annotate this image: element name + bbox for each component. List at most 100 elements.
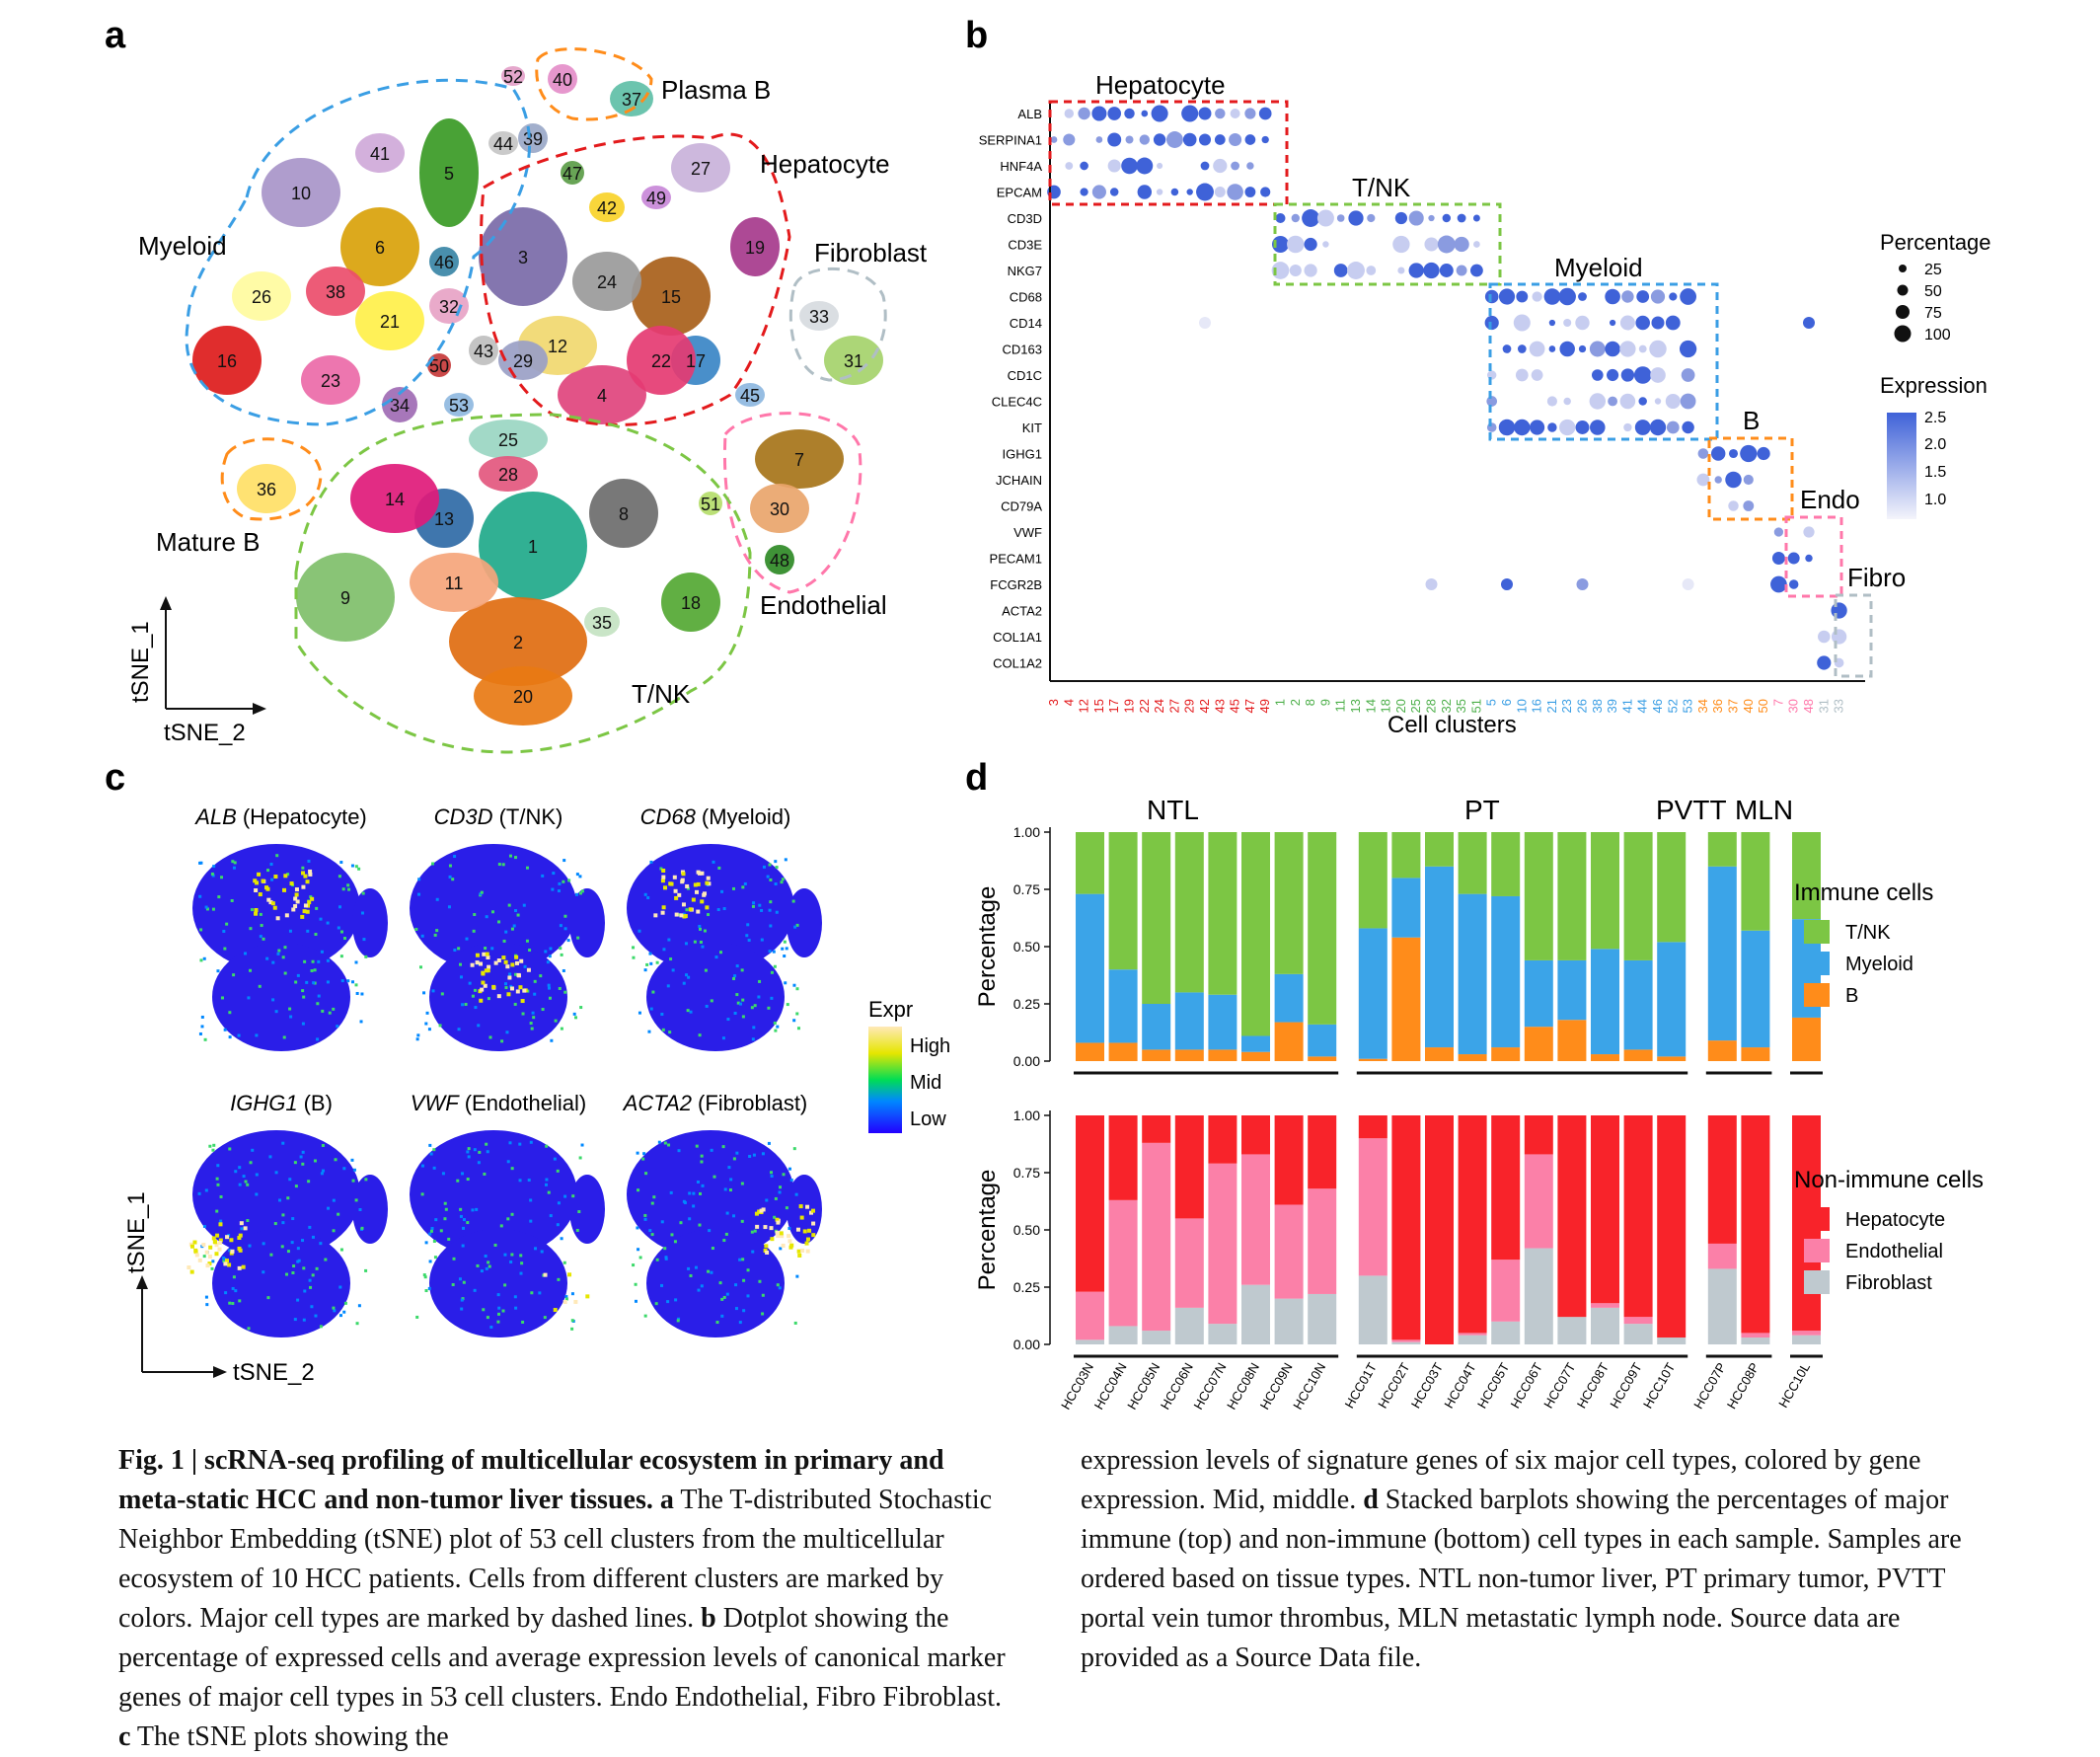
expr-speckle [731, 886, 735, 890]
dot [1679, 340, 1697, 358]
expr-hotspot [668, 881, 673, 886]
expr-speckle [772, 950, 776, 954]
expr-speckle [761, 1312, 765, 1316]
cluster-number: 12 [548, 337, 567, 356]
expr-speckle [420, 934, 424, 938]
expr-speckle [255, 1033, 259, 1037]
bar-fibroblast [1358, 1275, 1388, 1344]
expr-hotspot [197, 1258, 202, 1262]
expr-speckle [786, 1003, 789, 1007]
bar-b [1142, 1049, 1171, 1061]
dot [1682, 578, 1694, 590]
expr-speckle [301, 989, 305, 993]
expr-speckle [518, 1179, 522, 1183]
bar-endothelial [1707, 1243, 1737, 1269]
expr-hotspot [798, 1204, 803, 1209]
expr-hotspot [562, 1299, 567, 1304]
dot [1196, 183, 1214, 201]
label-mature-b: Mature B [156, 527, 261, 557]
expr-speckle [745, 934, 749, 938]
dot [1514, 419, 1531, 436]
expr-speckle [424, 1022, 428, 1026]
cluster-label: 42 [1197, 699, 1212, 713]
cluster-label: 36 [1710, 699, 1725, 713]
expr-gene: VWF [411, 1091, 460, 1115]
expr-speckle [554, 1019, 558, 1023]
expr-hotspot [273, 875, 278, 879]
expr-speckle [447, 1237, 451, 1241]
tsne-cluster-15 [632, 257, 711, 336]
expr-speckle [488, 1035, 492, 1039]
expr-speckle [698, 1033, 702, 1037]
cluster-number: 42 [597, 198, 617, 218]
bar-fibroblast [1241, 1284, 1270, 1344]
tsne-cluster-37 [610, 81, 653, 116]
expr-hotspot [705, 905, 710, 910]
expr-speckle [321, 1169, 325, 1173]
expr-speckle [266, 1296, 270, 1300]
ytick: 0.00 [1013, 1053, 1040, 1069]
expr-speckle [736, 1001, 740, 1005]
expr-speckle [654, 1302, 658, 1306]
expr-hotspot [805, 1237, 810, 1242]
tsne-cluster-21 [355, 291, 424, 350]
expr-hotspot [237, 1265, 242, 1270]
expr-speckle [416, 1033, 420, 1037]
expr-speckle [545, 1144, 549, 1148]
ytick: 0.75 [1013, 881, 1040, 897]
expr-hotspot [781, 1243, 786, 1248]
expr-speckle [288, 1178, 292, 1182]
expr-hotspot [305, 879, 310, 884]
tsne-cluster-31 [824, 336, 883, 385]
expr-hotspot [515, 960, 520, 965]
expr-hotspot [693, 882, 698, 887]
expr-hotspot [653, 913, 658, 918]
expr-speckle [338, 905, 341, 909]
expr-hotspot [481, 980, 486, 985]
cluster-label: 7 [1770, 699, 1785, 706]
cluster-label: 13 [1348, 699, 1363, 713]
expr-hotspot [765, 1250, 770, 1255]
expr-speckle [219, 1219, 223, 1223]
expr-speckle [530, 1027, 534, 1031]
dot [1121, 157, 1138, 175]
tsne-cluster-51 [699, 492, 722, 515]
tsne-cluster-44 [488, 131, 518, 155]
expr-speckle [735, 964, 739, 968]
dot [1650, 289, 1666, 304]
cluster-label: 24 [1152, 699, 1166, 713]
outline-plasma-b [535, 47, 653, 121]
expr-speckle [294, 1184, 298, 1188]
expr-speckle [664, 1257, 668, 1260]
tsne-cluster-52 [501, 66, 525, 86]
expr-speckle [461, 1003, 465, 1007]
expr-speckle [468, 981, 472, 985]
dotplot-gene-labels: ALBSERPINA1HNF4AEPCAMCD3DCD3ENKG7CD68CD1… [979, 107, 1043, 671]
expr-speckle [311, 1235, 315, 1239]
expr-hotspot [282, 887, 287, 892]
box-label-tnk: T/NK [1352, 173, 1411, 202]
bar-myeloid [1425, 866, 1454, 1048]
expr-speckle [486, 1150, 489, 1154]
group-label-pvtt: PVTT [1656, 795, 1727, 825]
expr-speckle [265, 956, 269, 960]
dot [1787, 552, 1800, 565]
expr-speckle [443, 1217, 447, 1221]
tsne-cluster-1 [479, 492, 587, 600]
expr-hotspot [694, 889, 699, 894]
expr-speckle [774, 882, 778, 886]
expr-speckle [488, 1264, 491, 1268]
expr-speckle [438, 1024, 442, 1028]
dot [1457, 213, 1466, 223]
expr-speckle [516, 913, 520, 917]
expr-speckle [199, 958, 203, 962]
expr-speckle [652, 1195, 656, 1199]
expr-hotspot [493, 960, 498, 965]
expr-speckle [685, 973, 689, 977]
cluster-number: 16 [217, 351, 237, 371]
expr-speckle [700, 1160, 704, 1164]
gene-label: NKG7 [1008, 264, 1042, 278]
ylabel: Percentage [974, 886, 1001, 1008]
expr-speckle [512, 924, 516, 928]
expr-speckle [558, 881, 562, 885]
